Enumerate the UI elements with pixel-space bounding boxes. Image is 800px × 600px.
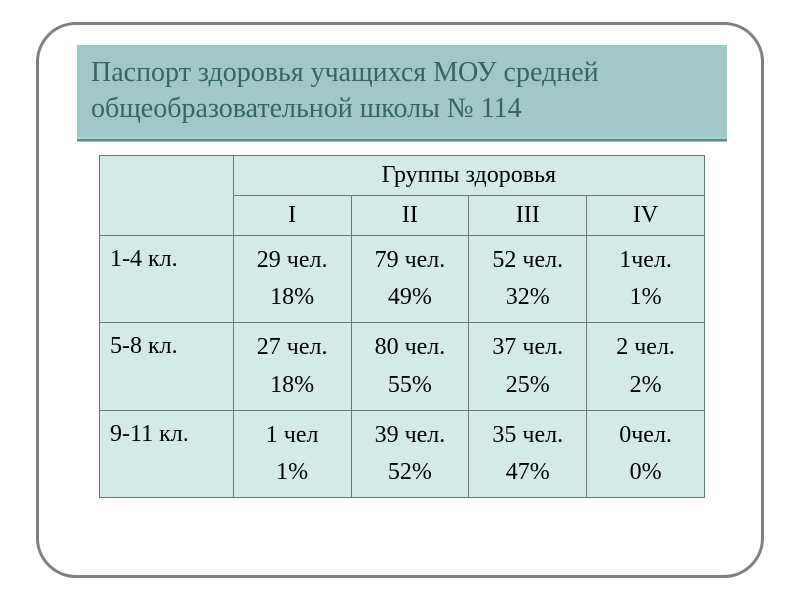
cell-count: 80 чел. xyxy=(375,334,446,360)
cell-pct: 47% xyxy=(506,459,550,485)
cell: 52 чел. 32% xyxy=(469,236,587,323)
cell: 1чел. 1% xyxy=(587,236,705,323)
cell: 39 чел. 52% xyxy=(351,410,469,497)
cell-count: 29 чел. xyxy=(257,247,328,273)
title-underline xyxy=(77,137,727,141)
cell-count: 1чел. xyxy=(619,247,672,273)
cell-pct: 55% xyxy=(388,372,432,398)
cell-count: 35 чел. xyxy=(492,422,563,448)
row-label: 5-8 кл. xyxy=(100,323,234,410)
cell: 2 чел. 2% xyxy=(587,323,705,410)
cell-count: 79 чел. xyxy=(375,247,446,273)
cell: 37 чел. 25% xyxy=(469,323,587,410)
row-label: 1-4 кл. xyxy=(100,236,234,323)
health-table: Группы здоровья I II III IV 1-4 кл. 29 ч… xyxy=(99,155,705,498)
blank-corner xyxy=(100,156,234,236)
cell-count: 0чел. xyxy=(619,422,672,448)
group-header: Группы здоровья xyxy=(233,156,704,196)
cell-pct: 0% xyxy=(630,459,662,485)
row-label: 9-11 кл. xyxy=(100,410,234,497)
cell: 1 чел 1% xyxy=(233,410,351,497)
title-bar: Паспорт здоровья учащихся МОУ средней об… xyxy=(77,45,727,142)
slide-frame: Паспорт здоровья учащихся МОУ средней об… xyxy=(36,22,764,578)
cell-pct: 32% xyxy=(506,284,550,310)
cell-pct: 1% xyxy=(276,459,308,485)
cell-pct: 18% xyxy=(270,372,314,398)
cell-count: 2 чел. xyxy=(616,334,675,360)
cell: 29 чел. 18% xyxy=(233,236,351,323)
table-row: 1-4 кл. 29 чел. 18% 79 чел. 49% 52 чел. 32%… xyxy=(100,236,705,323)
slide-title: Паспорт здоровья учащихся МОУ средней об… xyxy=(91,55,713,128)
col-header: II xyxy=(351,196,469,236)
table-row: 9-11 кл. 1 чел 1% 39 чел. 52% 35 чел. 47% 0… xyxy=(100,410,705,497)
cell: 80 чел. 55% xyxy=(351,323,469,410)
cell: 35 чел. 47% xyxy=(469,410,587,497)
cell-pct: 52% xyxy=(388,459,432,485)
cell: 27 чел. 18% xyxy=(233,323,351,410)
col-header: I xyxy=(233,196,351,236)
col-header: III xyxy=(469,196,587,236)
cell-pct: 25% xyxy=(506,372,550,398)
cell-pct: 2% xyxy=(630,372,662,398)
cell-count: 52 чел. xyxy=(492,247,563,273)
cell-count: 37 чел. xyxy=(492,334,563,360)
table-row: 5-8 кл. 27 чел. 18% 80 чел. 55% 37 чел. 25%… xyxy=(100,323,705,410)
cell: 0чел. 0% xyxy=(587,410,705,497)
cell-count: 27 чел. xyxy=(257,334,328,360)
cell: 79 чел. 49% xyxy=(351,236,469,323)
cell-count: 1 чел xyxy=(266,422,319,448)
cell-pct: 18% xyxy=(270,284,314,310)
cell-count: 39 чел. xyxy=(375,422,446,448)
cell-pct: 1% xyxy=(630,284,662,310)
col-header: IV xyxy=(587,196,705,236)
cell-pct: 49% xyxy=(388,284,432,310)
